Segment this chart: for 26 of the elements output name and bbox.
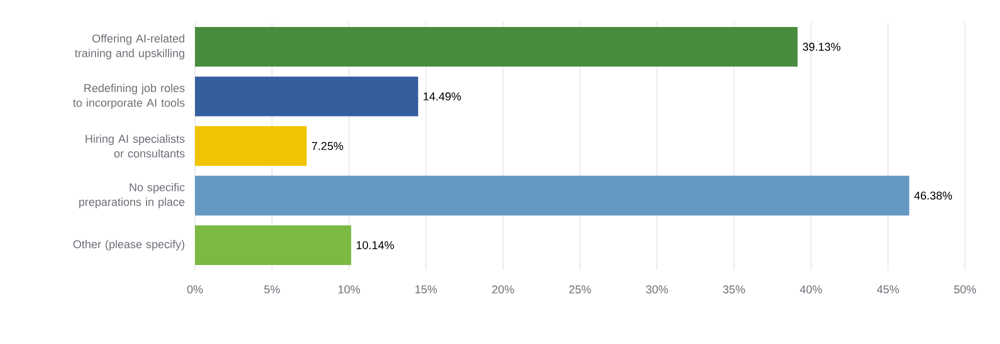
data-label: 7.25%	[312, 142, 344, 150]
data-label: 46.38%	[914, 192, 952, 200]
x-tick-label: 0%	[187, 285, 203, 294]
data-label: 10.14%	[356, 241, 394, 250]
x-tick-label: 45%	[876, 285, 899, 294]
x-tick-label: 15%	[416, 285, 437, 294]
x-tick-label: 25%	[569, 285, 591, 294]
x-tick-label: 35%	[723, 285, 745, 294]
bar	[195, 176, 910, 216]
y-tick-label: Hiring AI specialists or consultants	[86, 134, 185, 158]
y-tick-label: No specific preparations in place	[79, 182, 185, 208]
y-tick-label: Other (please specify)	[73, 240, 184, 250]
bar	[195, 225, 352, 266]
data-label: 39.13%	[802, 42, 840, 51]
x-tick-label: 40%	[800, 285, 822, 294]
y-tick-label: Offering AI-related training and upskilling	[74, 34, 184, 60]
x-tick-label: 10%	[338, 285, 360, 294]
data-label: 14.49%	[424, 92, 461, 100]
x-tick-label: 5%	[264, 285, 280, 294]
bar	[195, 26, 798, 67]
x-tick-label: 20%	[492, 285, 514, 294]
x-tick-label: 50%	[954, 285, 976, 294]
y-tick-label: Redefining job roles to incorporate AI tools	[72, 84, 185, 110]
bar	[195, 126, 307, 166]
bar	[195, 76, 418, 116]
x-tick-label: 30%	[646, 285, 668, 294]
